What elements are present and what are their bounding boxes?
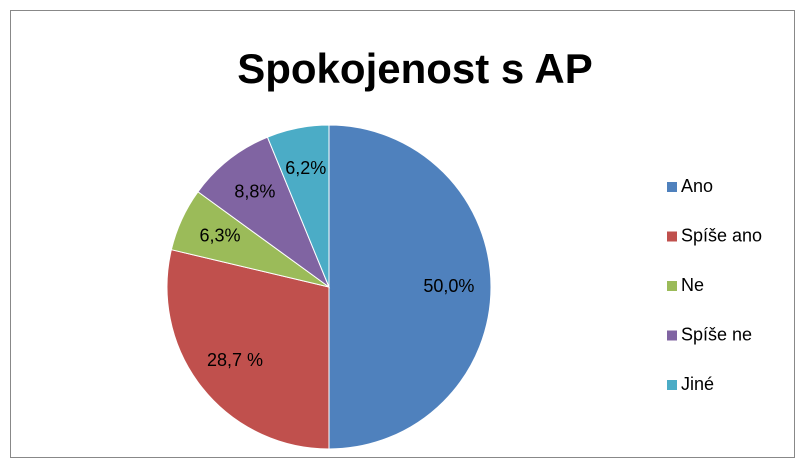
chart-title: Spokojenost s AP: [237, 45, 593, 92]
data-label: 8,8%: [234, 181, 275, 201]
pie-slice: [328, 124, 492, 450]
legend-label: Ne: [681, 275, 704, 295]
data-label: 50,0%: [423, 276, 474, 296]
legend-swatch: [667, 330, 677, 341]
data-label: 6,3%: [200, 226, 241, 246]
legend-swatch: [667, 182, 677, 192]
pie-slice: [197, 136, 331, 289]
legend-swatch: [667, 380, 677, 390]
data-label: 28,7 %: [207, 350, 263, 370]
pie-slice: [266, 124, 330, 288]
pie-slice: [166, 249, 330, 450]
legend-swatch: [667, 231, 677, 242]
data-label: 6,2%: [285, 158, 326, 178]
legend-label: Ano: [681, 176, 713, 196]
legend-label: Jiné: [681, 374, 714, 394]
legend-label: Spíše ano: [681, 225, 762, 245]
legend-swatch: [667, 281, 677, 291]
legend-label: Spíše ne: [681, 324, 752, 344]
